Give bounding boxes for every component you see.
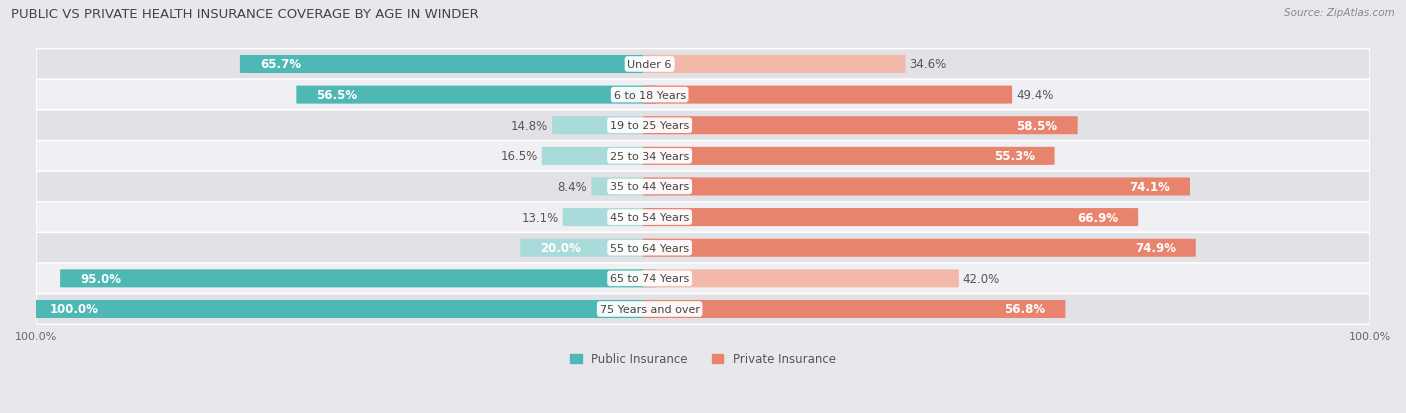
Text: 100.0%: 100.0% [49, 303, 98, 316]
FancyBboxPatch shape [37, 233, 1369, 263]
Legend: Public Insurance, Private Insurance: Public Insurance, Private Insurance [565, 348, 841, 370]
Text: 42.0%: 42.0% [963, 272, 1000, 285]
FancyBboxPatch shape [37, 263, 1369, 294]
Text: PUBLIC VS PRIVATE HEALTH INSURANCE COVERAGE BY AGE IN WINDER: PUBLIC VS PRIVATE HEALTH INSURANCE COVER… [11, 8, 479, 21]
Text: 55 to 64 Years: 55 to 64 Years [610, 243, 689, 253]
FancyBboxPatch shape [643, 270, 959, 288]
FancyBboxPatch shape [37, 202, 1369, 233]
FancyBboxPatch shape [643, 239, 1195, 257]
FancyBboxPatch shape [297, 86, 657, 104]
Text: 16.5%: 16.5% [501, 150, 537, 163]
FancyBboxPatch shape [60, 270, 657, 288]
Text: 25 to 34 Years: 25 to 34 Years [610, 152, 689, 161]
FancyBboxPatch shape [592, 178, 657, 196]
FancyBboxPatch shape [37, 50, 1369, 80]
FancyBboxPatch shape [240, 56, 657, 74]
FancyBboxPatch shape [643, 117, 1077, 135]
Text: 56.5%: 56.5% [316, 89, 357, 102]
Text: 35 to 44 Years: 35 to 44 Years [610, 182, 689, 192]
Text: 75 Years and over: 75 Years and over [599, 304, 700, 314]
FancyBboxPatch shape [541, 147, 657, 166]
Text: 56.8%: 56.8% [1004, 303, 1046, 316]
Text: 95.0%: 95.0% [80, 272, 121, 285]
FancyBboxPatch shape [37, 111, 1369, 141]
FancyBboxPatch shape [643, 56, 905, 74]
Text: 34.6%: 34.6% [910, 58, 946, 71]
FancyBboxPatch shape [643, 147, 1054, 166]
Text: 49.4%: 49.4% [1017, 89, 1053, 102]
Text: 66.9%: 66.9% [1077, 211, 1118, 224]
FancyBboxPatch shape [37, 172, 1369, 202]
FancyBboxPatch shape [643, 300, 1066, 318]
Text: 65.7%: 65.7% [260, 58, 301, 71]
Text: 74.1%: 74.1% [1129, 180, 1170, 194]
Text: 65 to 74 Years: 65 to 74 Years [610, 274, 689, 284]
FancyBboxPatch shape [30, 300, 657, 318]
FancyBboxPatch shape [643, 86, 1012, 104]
Text: 20.0%: 20.0% [540, 242, 581, 254]
Text: Under 6: Under 6 [627, 60, 672, 70]
Text: 55.3%: 55.3% [994, 150, 1035, 163]
FancyBboxPatch shape [562, 209, 657, 227]
Text: 8.4%: 8.4% [558, 180, 588, 194]
FancyBboxPatch shape [37, 80, 1369, 111]
Text: 74.9%: 74.9% [1135, 242, 1175, 254]
Text: Source: ZipAtlas.com: Source: ZipAtlas.com [1284, 8, 1395, 18]
FancyBboxPatch shape [520, 239, 657, 257]
FancyBboxPatch shape [37, 294, 1369, 325]
Text: 58.5%: 58.5% [1017, 119, 1057, 133]
FancyBboxPatch shape [553, 117, 657, 135]
Text: 14.8%: 14.8% [510, 119, 548, 133]
Text: 6 to 18 Years: 6 to 18 Years [613, 90, 686, 100]
Text: 45 to 54 Years: 45 to 54 Years [610, 213, 689, 223]
Text: 13.1%: 13.1% [522, 211, 558, 224]
Text: 19 to 25 Years: 19 to 25 Years [610, 121, 689, 131]
FancyBboxPatch shape [643, 178, 1189, 196]
FancyBboxPatch shape [37, 141, 1369, 172]
FancyBboxPatch shape [643, 209, 1137, 227]
